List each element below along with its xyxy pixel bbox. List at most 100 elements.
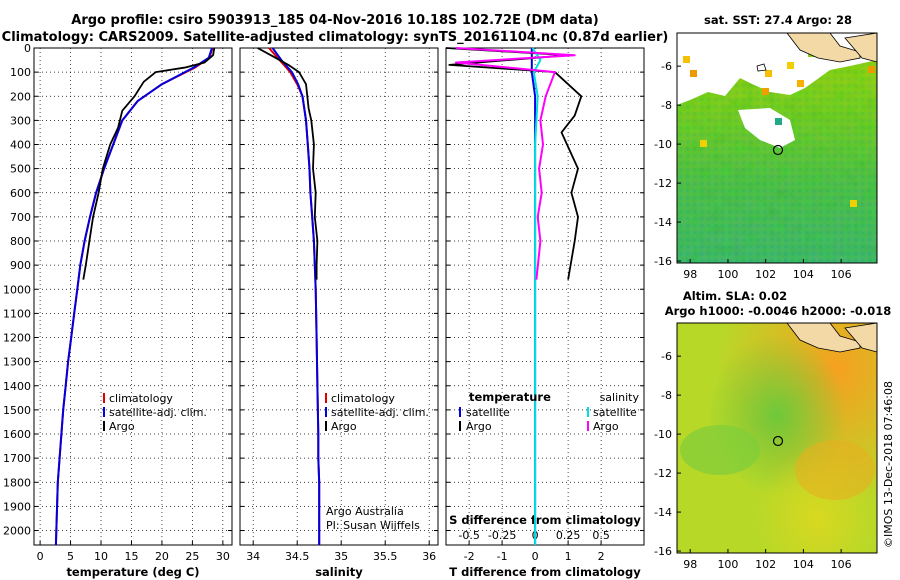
panel-salinity: 34 34.5 35 35.5 36 salinity climatologysatelli… (239, 47, 439, 579)
depth-tick-label: 1000 (3, 283, 31, 296)
differences-series-salinity-satellite (531, 47, 542, 545)
x2-tick-label: 0.5 (592, 529, 610, 542)
sst-island (756, 63, 767, 72)
map-xtick-label: 104 (793, 558, 814, 571)
sst-map: sat. SST: 27.4 Argo: 28 98 100 102 104 106 -6… (654, 13, 878, 281)
temperature-xlabel: temperature (deg C) (66, 565, 199, 579)
map-xtick-label: 100 (717, 268, 738, 281)
temperature-xtick-label: 30 (216, 550, 230, 563)
legend-salinity-title: salinity (600, 391, 640, 404)
legend-label: climatology (109, 392, 173, 405)
panel-temperature: 0100200300400500600700800900100011001200… (3, 42, 233, 579)
differences-plot-area (445, 47, 645, 546)
depth-tick-label: 1300 (3, 356, 31, 369)
title-line-1: Argo profile: csiro 5903913_185 04-Nov-2… (71, 13, 598, 28)
map-ytick-label: -10 (654, 138, 672, 151)
title-line-2: Climatology: CARS2009. Satellite-adjuste… (2, 30, 669, 45)
map-ytick-label: -8 (661, 389, 672, 402)
differences-xtick-label: -1 (497, 550, 508, 563)
map-xtick-label: 102 (755, 558, 776, 571)
map-ytick-label: -16 (654, 545, 672, 558)
depth-tick-label: 1400 (3, 380, 31, 393)
depth-tick-label: 100 (10, 66, 31, 79)
map-ytick-label: -12 (654, 467, 672, 480)
depth-tick-label: 900 (10, 259, 31, 272)
depth-tick-label: 1600 (3, 428, 31, 441)
depth-tick-label: 500 (10, 163, 31, 176)
map-ytick-label: -14 (654, 506, 672, 519)
depth-tick-label: 1700 (3, 452, 31, 465)
x2-tick-label: -0.5 (458, 529, 479, 542)
sla-map-title: Altim. SLA: 0.02 (683, 289, 787, 303)
differences-xtick-label: 2 (598, 550, 605, 563)
salinity-xtick-label: 35.5 (373, 550, 398, 563)
x2-tick-label: -0.25 (488, 529, 516, 542)
salinity-xtick-label: 34 (246, 550, 260, 563)
temperature-xtick-label: 10 (94, 550, 108, 563)
salinity-xtick-label: 34.5 (285, 550, 310, 563)
sla-argo-marker (772, 435, 784, 447)
map-xtick-label: 98 (683, 558, 697, 571)
legend-label: satellite (466, 406, 510, 419)
differences-xtick-label: 0 (532, 550, 539, 563)
panel-differences: -2 -1 0 1 2 T difference from climatology S di… (445, 47, 645, 579)
sst-land-sumatra (786, 32, 861, 63)
annotation-text: Argo Australia (326, 505, 404, 518)
depth-tick-label: 600 (10, 187, 31, 200)
temperature-xtick-label: 20 (155, 550, 169, 563)
depth-tick-label: 700 (10, 211, 31, 224)
depth-tick-label: 1500 (3, 404, 31, 417)
legend-label: Argo (466, 420, 492, 433)
temperature-xtick-label: 5 (67, 550, 74, 563)
map-ytick-label: -14 (654, 216, 672, 229)
map-xtick-label: 106 (831, 268, 852, 281)
temperature-plot-area (33, 47, 233, 546)
sst-argo-marker (772, 144, 784, 156)
differences-xtick-label: 1 (565, 550, 572, 563)
x2-label: S difference from climatology (449, 513, 641, 527)
sla-high-patch (795, 440, 875, 500)
sla-low-patch (680, 425, 760, 475)
depth-tick-label: 2000 (3, 525, 31, 538)
map-ytick-label: -8 (661, 99, 672, 112)
temperature-xtick-label: 0 (37, 550, 44, 563)
legend-temperature-title: temperature (469, 390, 551, 404)
sst-ticks: 98 100 102 104 106 -6 -8 -10 -12 -14 -16 (654, 60, 852, 281)
differences-xlabel: T difference from climatology (449, 565, 641, 579)
profile-panels: 0100200300400500600700800900100011001200… (3, 42, 645, 579)
x2-tick-label: 0.25 (556, 529, 581, 542)
copyright-stamp: ©IMOS 13-Dec-2018 07:46:08 (882, 381, 895, 548)
sla-map: Altim. SLA: 0.02 Argo h1000: -0.0046 h20… (654, 289, 891, 571)
salinity-xtick-label: 36 (422, 550, 436, 563)
salinity-xtick-label: 35 (334, 550, 348, 563)
map-ytick-label: -6 (661, 350, 672, 363)
map-xtick-label: 102 (755, 268, 776, 281)
legend-label: Argo (109, 420, 135, 433)
map-xtick-label: 98 (683, 268, 697, 281)
temperature-xtick-label: 25 (185, 550, 199, 563)
salinity-xlabel: salinity (315, 565, 363, 579)
map-ytick-label: -12 (654, 177, 672, 190)
depth-tick-label: 1800 (3, 476, 31, 489)
map-ytick-label: -16 (654, 255, 672, 268)
map-ytick-label: -6 (661, 60, 672, 73)
legend-label: climatology (331, 392, 395, 405)
sla-map-frame (676, 322, 878, 554)
differences-series-salinity-argo (454, 47, 576, 280)
depth-tick-label: 1900 (3, 500, 31, 513)
sla-map-subtitle: Argo h1000: -0.0046 h2000: -0.018 (665, 304, 892, 318)
differences-xtick-label: -2 (464, 550, 475, 563)
sst-map-title: sat. SST: 27.4 Argo: 28 (704, 13, 852, 27)
salinity-plot-area (239, 47, 439, 546)
legend-label: satellite (593, 406, 637, 419)
temperature-xtick-label: 15 (124, 550, 138, 563)
depth-tick-label: 300 (10, 114, 31, 127)
depth-tick-label: 800 (10, 235, 31, 248)
sst-map-frame (676, 32, 878, 264)
legend-label: satellite-adj. clim. (109, 406, 207, 419)
map-xtick-label: 104 (793, 268, 814, 281)
salinity-series-satellite-adj-clim- (271, 47, 321, 545)
annotation-text: PI: Susan Wijffels (326, 519, 420, 532)
legend-label: Argo (593, 420, 619, 433)
map-ytick-label: -10 (654, 428, 672, 441)
